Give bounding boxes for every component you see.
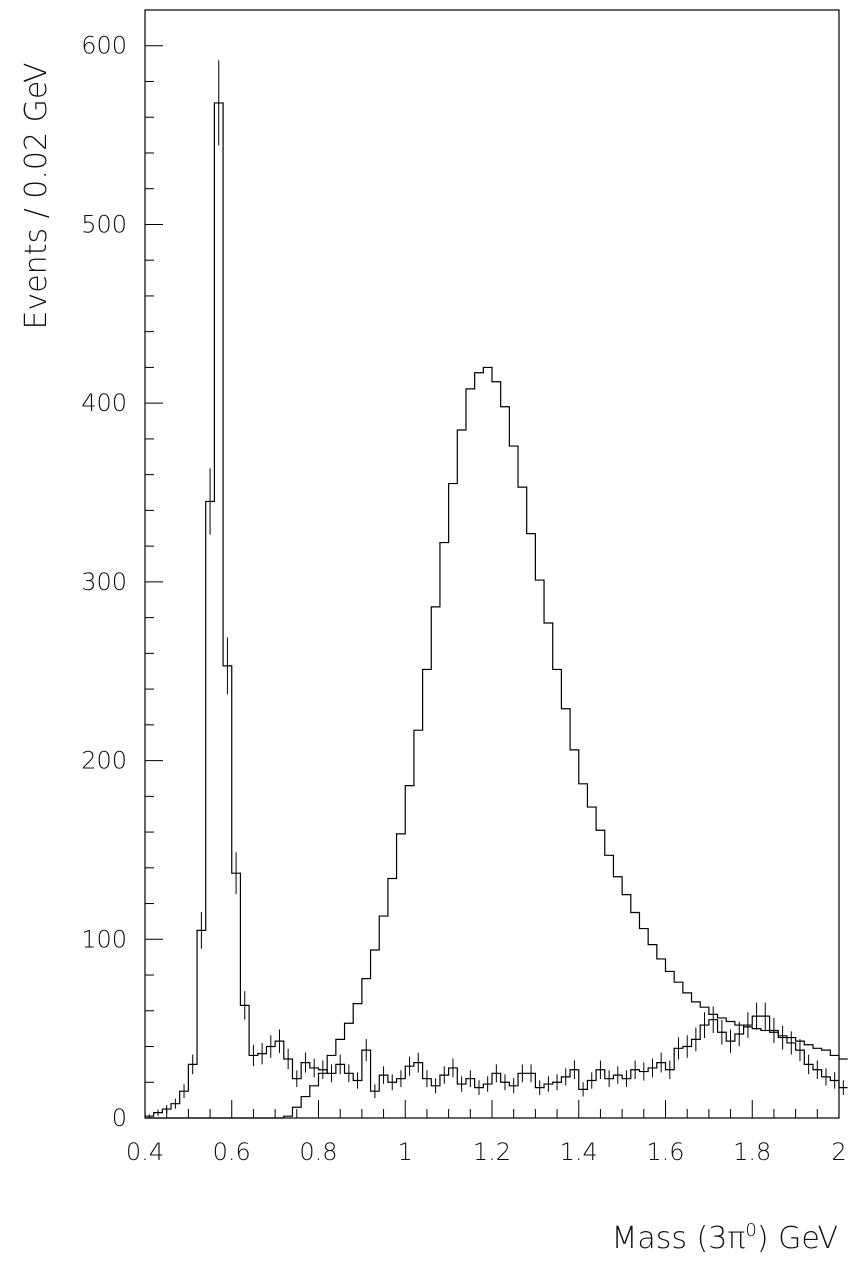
y-tick-label: 0 bbox=[112, 1104, 127, 1132]
x-tick-label: 1.8 bbox=[733, 1138, 771, 1166]
x-axis-ticks: 0.4 0.6 0.8 1 1.2 1.4 1.6 1.8 2 bbox=[126, 1100, 847, 1166]
y-tick-label: 600 bbox=[81, 32, 127, 60]
y-tick-label: 400 bbox=[81, 389, 127, 417]
y-tick-label: 300 bbox=[81, 568, 127, 596]
y-axis-ticks: 0 100 200 300 400 500 600 bbox=[81, 9, 163, 1132]
y-tick-label: 200 bbox=[81, 747, 127, 775]
x-tick-label: 0.8 bbox=[299, 1138, 337, 1166]
histogram-series-data bbox=[145, 102, 848, 1117]
y-tick-label: 500 bbox=[81, 210, 127, 238]
x-tick-label: 1.4 bbox=[560, 1138, 598, 1166]
x-tick-label: 0.4 bbox=[126, 1138, 164, 1166]
x-tick-label: 1.6 bbox=[646, 1138, 684, 1166]
y-axis-title: Events / 0.02 GeV bbox=[19, 63, 54, 330]
error-bars bbox=[148, 60, 844, 1118]
x-tick-label: 1 bbox=[398, 1138, 413, 1166]
series-layer bbox=[145, 102, 848, 1119]
x-axis-title-superscript: 0 bbox=[745, 1220, 756, 1241]
histogram-series-reference bbox=[145, 366, 848, 1119]
x-tick-label: 0.6 bbox=[213, 1138, 251, 1166]
x-axis-title-unit: ) GeV bbox=[757, 1221, 838, 1256]
y-tick-label: 100 bbox=[81, 925, 127, 953]
x-axis-title: Mass (3π0) GeV bbox=[611, 1220, 838, 1256]
plot-frame bbox=[144, 9, 840, 1119]
x-axis-title-main: Mass (3π bbox=[611, 1221, 745, 1256]
x-tick-label: 1.2 bbox=[473, 1138, 511, 1166]
x-tick-label: 2 bbox=[831, 1138, 846, 1166]
